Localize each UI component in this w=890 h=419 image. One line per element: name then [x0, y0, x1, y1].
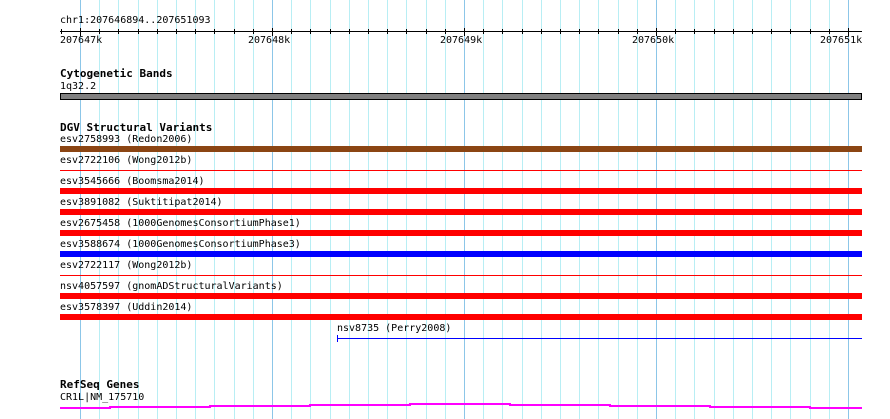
- variant-start-tick: [337, 335, 338, 342]
- variant-label: esv2722117 (Wong2012b): [60, 260, 193, 271]
- ruler-tick: [195, 29, 196, 34]
- variant-label: esv2758993 (Redon2006): [60, 134, 193, 145]
- variant-label: esv3588674 (1000GenomesConsortiumPhase3): [60, 239, 301, 250]
- ruler-tick: [810, 29, 811, 34]
- ruler-tick: [310, 29, 311, 34]
- variant-label: esv2722106 (Wong2012b): [60, 155, 193, 166]
- ruler-tick: [176, 29, 177, 34]
- ruler-tick: [349, 29, 350, 34]
- variant-label: esv3891082 (Suktitipat2014): [60, 197, 223, 208]
- ruler-tick: [771, 29, 772, 34]
- ruler-tick: [445, 29, 446, 34]
- ruler-tick: [752, 29, 753, 34]
- ruler-tick: [502, 29, 503, 34]
- ruler-tick: [714, 29, 715, 34]
- ruler-tick: [483, 29, 484, 34]
- ruler-tick-label: 207649k: [440, 35, 483, 46]
- track-title-refseq: RefSeq Genes: [60, 378, 140, 391]
- ruler-tick: [368, 29, 369, 34]
- ruler-tick: [272, 28, 273, 36]
- ruler-tick: [579, 29, 580, 34]
- gene-label: CR1L|NM_175710: [60, 392, 145, 403]
- cytoband-label: 1q32.2: [60, 81, 97, 92]
- variant-label: nsv8735 (Perry2008): [337, 323, 452, 334]
- ruler-tick: [618, 29, 619, 34]
- ruler-tick-label: 207651k: [820, 35, 863, 46]
- variant-label: esv2675458 (1000GenomesConsortiumPhase1): [60, 218, 301, 229]
- ruler-tick: [80, 28, 81, 36]
- variant-bar[interactable]: [60, 251, 862, 257]
- ruler-tick-label: 207648k: [248, 35, 291, 46]
- ruler-tick: [675, 29, 676, 34]
- ruler-tick: [733, 29, 734, 34]
- ruler-tick: [560, 29, 561, 34]
- variant-label: esv3545666 (Boomsma2014): [60, 176, 205, 187]
- ruler-tick: [598, 29, 599, 34]
- ruler-tick: [426, 29, 427, 34]
- ruler-tick: [61, 29, 62, 34]
- variant-bar[interactable]: [60, 230, 862, 236]
- variant-bar[interactable]: [60, 314, 862, 320]
- ruler-tick: [234, 29, 235, 34]
- ruler-tick-label: 207650k: [632, 35, 675, 46]
- ruler-tick: [829, 29, 830, 34]
- ruler-tick: [157, 29, 158, 34]
- ruler-tick: [694, 29, 695, 34]
- variant-label: nsv4057597 (gnomADStructuralVariants): [60, 281, 283, 292]
- track-title-dgv: DGV Structural Variants: [60, 121, 213, 134]
- ruler-tick: [522, 29, 523, 34]
- ruler-tick: [464, 28, 465, 36]
- ruler-tick: [99, 29, 100, 34]
- cytoband-bar[interactable]: [60, 93, 862, 100]
- ruler-tick: [118, 29, 119, 34]
- ruler-tick: [253, 29, 254, 34]
- ruler-tick: [214, 29, 215, 34]
- variant-label: esv3578397 (Uddin2014): [60, 302, 193, 313]
- ruler-tick: [637, 29, 638, 34]
- variant-bar[interactable]: [337, 338, 862, 339]
- variant-bar[interactable]: [60, 209, 862, 215]
- ruler-tick: [790, 29, 791, 34]
- ruler-tick: [656, 28, 657, 36]
- track-title-cytogenetic-bands: Cytogenetic Bands: [60, 67, 173, 80]
- variant-bar[interactable]: [60, 275, 862, 276]
- ruler-tick: [291, 29, 292, 34]
- ruler[interactable]: [60, 31, 862, 32]
- ruler-tick: [138, 29, 139, 34]
- ruler-tick: [387, 29, 388, 34]
- variant-bar[interactable]: [60, 170, 862, 171]
- variant-bar[interactable]: [60, 293, 862, 299]
- ruler-tick: [541, 29, 542, 34]
- location-label: chr1:207646894..207651093: [60, 15, 211, 26]
- ruler-tick-label: 207647k: [60, 35, 103, 46]
- variant-bar[interactable]: [60, 146, 862, 152]
- ruler-tick: [848, 28, 849, 36]
- ruler-tick: [406, 29, 407, 34]
- variant-bar[interactable]: [60, 188, 862, 194]
- ruler-tick: [330, 29, 331, 34]
